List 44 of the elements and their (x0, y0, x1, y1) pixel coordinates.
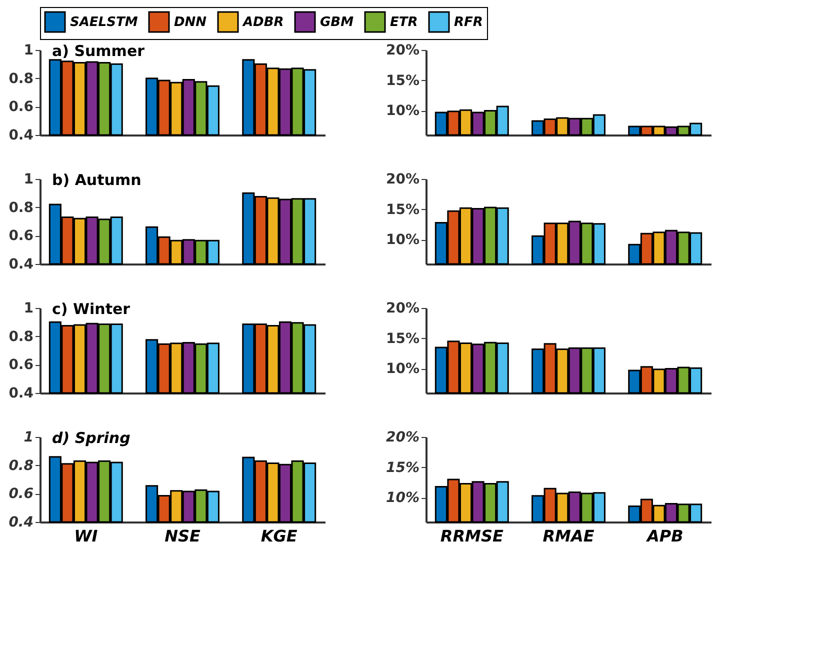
x-tick-label: WI (74, 526, 98, 546)
y-tick-label: 0.6 (8, 228, 34, 244)
y-tick-label: 20% (386, 300, 420, 316)
legend-label: DNN (174, 15, 207, 30)
legend-label: ADBR (242, 15, 284, 30)
y-tick-label: 20% (386, 172, 420, 188)
legend-label: RFR (454, 15, 483, 30)
y-tick-label: 15% (386, 330, 420, 347)
y-tick-label: 15% (386, 202, 420, 218)
x-tick-label: KGE (260, 526, 298, 546)
y-tick-label: 1 (24, 430, 34, 446)
y-tick-label: 20% (386, 42, 420, 58)
chart-title: a) Summer (52, 42, 146, 60)
legend-label: SAELSTM (70, 15, 138, 30)
y-tick-label: 0.8 (8, 458, 34, 474)
x-tick-label: NSE (164, 526, 200, 546)
x-tick-label: APB (644, 526, 684, 546)
y-tick-label: 0.6 (8, 99, 34, 116)
y-tick-label: 0.6 (8, 357, 34, 374)
y-tick-label: 0.8 (8, 200, 34, 216)
y-tick-label: 0.6 (8, 486, 34, 502)
y-tick-label: 10% (386, 361, 420, 378)
y-tick-label: 0.8 (8, 328, 34, 345)
y-tick-label: 15% (386, 72, 420, 89)
y-tick-label: 15% (386, 460, 420, 476)
y-tick-label: 20% (386, 430, 420, 446)
y-tick-label: 1 (24, 300, 34, 316)
y-tick-label: 1 (24, 172, 34, 188)
legend-label: ETR (390, 15, 418, 30)
y-tick-label: 0.4 (8, 514, 34, 530)
y-tick-label: 0.4 (8, 256, 34, 272)
x-tick-label: RMAE (542, 526, 594, 546)
y-tick-label: 1 (24, 42, 34, 58)
y-tick-label: 0.8 (8, 70, 34, 87)
legend-label: GBM (320, 15, 354, 30)
chart-title: b) Autumn (52, 171, 142, 189)
y-tick-label: 0.4 (8, 386, 34, 402)
y-tick-label: 10% (386, 490, 420, 506)
y-tick-label: 10% (386, 103, 420, 120)
y-tick-label: 0.4 (8, 128, 34, 144)
x-tick-label: RRMSE (440, 526, 504, 546)
chart-title: d) Spring (52, 429, 131, 447)
y-tick-label: 10% (386, 232, 420, 248)
chart-title: c) Winter (52, 300, 131, 318)
